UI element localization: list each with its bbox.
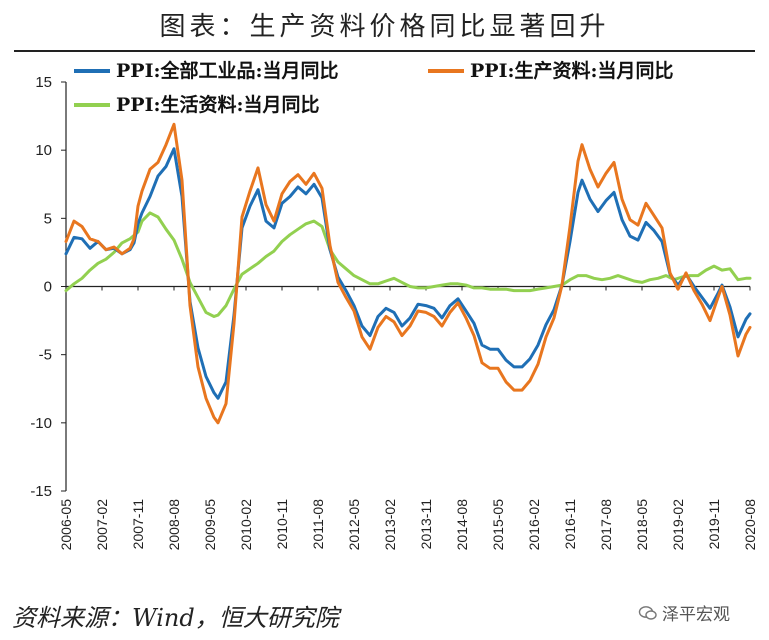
chart-axes: 15 10 5 0 -5 -10 -15 2006-05 2007-02 2007-11 2008-… [30,74,758,550]
x-tick-label: 2019-11 [706,499,722,550]
title-underline [14,50,755,52]
x-tick-label: 2016-11 [562,499,578,550]
legend-label: PPI:全部工业品:当月同比 [116,59,339,82]
x-tick-label: 2009-05 [202,499,218,551]
x-tick-label: 2011-08 [310,499,326,550]
y-tick-label: -10 [30,415,52,432]
watermark-text: 泽平宏观 [662,605,730,625]
series-line [64,147,752,400]
chart-legend: PPI:全部工业品:当月同比 PPI:生产资料:当月同比 PPI:生活资料:当月同比 [74,59,674,116]
x-tick-label: 2010-11 [274,499,290,550]
watermark: 泽平宏观 [638,600,730,625]
x-tick-label: 2007-02 [94,499,110,551]
x-tick-label: 2019-02 [670,499,686,551]
y-tick-label: -15 [30,483,52,500]
x-tick-label: 2017-08 [598,499,614,551]
legend-label: PPI:生产资料:当月同比 [470,59,674,82]
x-tick-label: 2015-05 [490,499,506,551]
x-tick-label: 2018-05 [634,499,650,551]
x-tick-label: 2007-11 [130,499,146,550]
wechat-icon [638,605,657,620]
series-line [64,122,752,425]
x-tick-label: 2016-02 [526,499,542,551]
y-tick-label: 0 [44,279,52,296]
chart-title: 图表：生产资料价格同比显著回升 [159,12,610,42]
x-tick-label: 2013-11 [418,499,434,550]
x-tick-label: 2012-05 [346,499,362,551]
chart-plot-area [64,122,752,425]
x-tick-label: 2020-08 [742,499,758,551]
x-tick-label: 2010-02 [238,499,254,551]
x-tick-label: 2006-05 [58,499,74,551]
series-line [64,211,752,318]
x-tick-label: 2008-08 [166,499,182,551]
x-tick-label: 2013-02 [382,499,398,551]
y-tick-label: -5 [39,347,52,364]
y-tick-label: 10 [35,142,52,159]
x-tick-label: 2014-08 [454,499,470,551]
y-tick-label: 5 [44,210,52,227]
y-tick-label: 15 [35,74,52,91]
source-note: 资料来源：Wind，恒大研究院 [12,604,339,632]
legend-label: PPI:生活资料:当月同比 [116,93,320,116]
